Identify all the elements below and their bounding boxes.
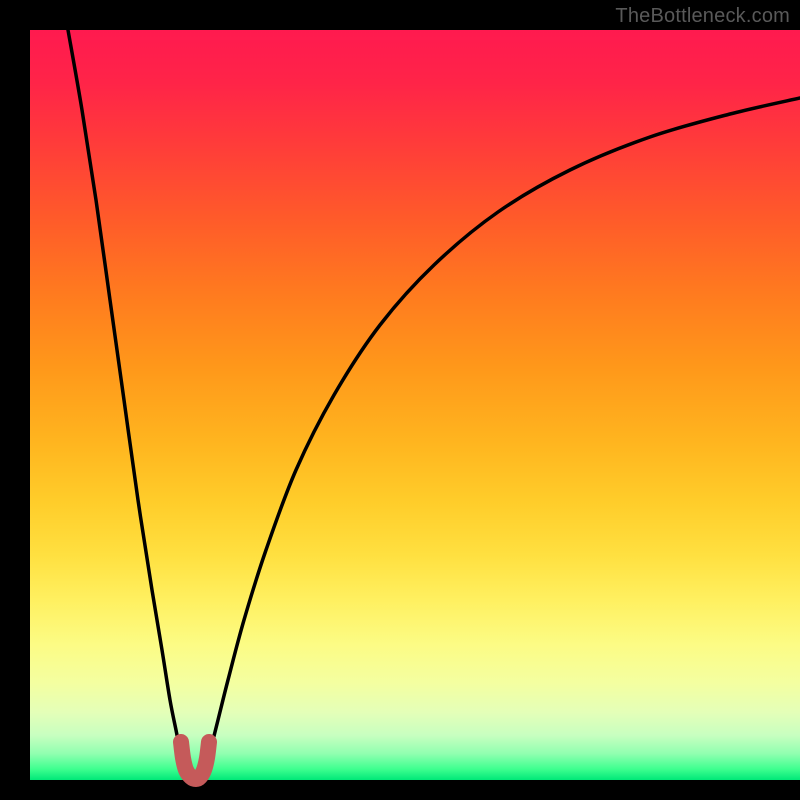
curves-layer <box>0 0 800 800</box>
bottom-u-marker <box>181 742 209 779</box>
chart-container: TheBottleneck.com <box>0 0 800 800</box>
curve-left <box>68 30 183 762</box>
curve-right <box>207 98 800 762</box>
watermark-text: TheBottleneck.com <box>615 5 790 28</box>
